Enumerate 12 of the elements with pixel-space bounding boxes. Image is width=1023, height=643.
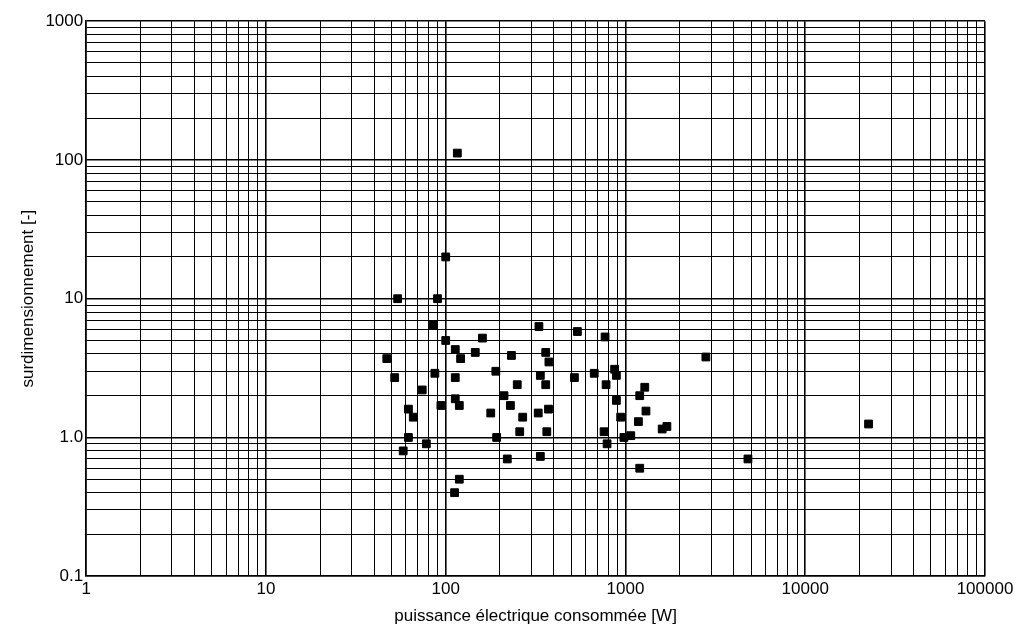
- y-tick-label: 10: [64, 288, 84, 308]
- y-tick-label: 100: [54, 149, 84, 169]
- y-axis-title: surdimensionnement [-]: [17, 209, 37, 388]
- y-tick-label: 0.1: [59, 565, 84, 585]
- x-tick-label: 10: [256, 579, 276, 599]
- x-tick-label: 1000: [606, 579, 645, 599]
- y-tick-label: 1.0: [59, 427, 84, 447]
- x-axis-title: puissance électrique consommée [W]: [394, 606, 677, 626]
- x-tick-label: 100000: [956, 579, 1014, 599]
- x-tick-label: 10000: [781, 579, 829, 599]
- x-tick-label: 100: [431, 579, 460, 599]
- y-tick-label: 1000: [45, 10, 84, 30]
